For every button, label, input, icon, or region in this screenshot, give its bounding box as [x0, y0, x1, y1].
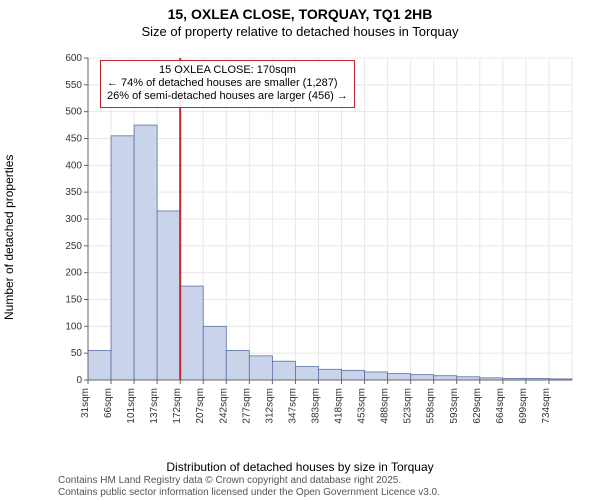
svg-text:400: 400 — [65, 160, 82, 171]
svg-text:31sqm: 31sqm — [80, 388, 91, 418]
chart-area: 0 50 100 150 200 250 300 350 400 450 500 550 600 31sq… — [58, 50, 578, 430]
annotation-box: 15 OXLEA CLOSE: 170sqm ← 74% of detached… — [100, 60, 355, 108]
svg-text:593sqm: 593sqm — [449, 388, 460, 424]
svg-text:488sqm: 488sqm — [380, 388, 391, 424]
svg-text:350: 350 — [65, 187, 82, 198]
svg-text:300: 300 — [65, 214, 82, 225]
svg-text:200: 200 — [65, 268, 82, 279]
svg-text:523sqm: 523sqm — [403, 388, 414, 424]
svg-text:172sqm: 172sqm — [172, 388, 183, 424]
svg-text:50: 50 — [71, 348, 83, 359]
svg-text:600: 600 — [65, 53, 82, 64]
svg-text:137sqm: 137sqm — [149, 388, 160, 424]
svg-text:100: 100 — [65, 321, 82, 332]
caption-line2: Contains public sector information licen… — [58, 487, 440, 499]
chart-title: 15, OXLEA CLOSE, TORQUAY, TQ1 2HB — [0, 6, 600, 24]
svg-text:312sqm: 312sqm — [264, 388, 275, 424]
y-axis-label: Number of detached properties — [2, 155, 16, 320]
svg-text:664sqm: 664sqm — [495, 388, 506, 424]
caption-line1: Contains HM Land Registry data © Crown c… — [58, 475, 440, 487]
svg-text:383sqm: 383sqm — [310, 388, 321, 424]
chart-subtitle: Size of property relative to detached ho… — [0, 24, 600, 40]
svg-text:550: 550 — [65, 80, 82, 91]
svg-text:250: 250 — [65, 241, 82, 252]
svg-text:0: 0 — [76, 375, 82, 386]
svg-text:277sqm: 277sqm — [241, 388, 252, 424]
svg-text:347sqm: 347sqm — [287, 388, 298, 424]
x-axis-label: Distribution of detached houses by size … — [0, 460, 600, 474]
annotation-line3: 26% of semi-detached houses are larger (… — [107, 90, 348, 103]
svg-text:558sqm: 558sqm — [426, 388, 437, 424]
caption: Contains HM Land Registry data © Crown c… — [58, 475, 440, 498]
svg-text:500: 500 — [65, 107, 82, 118]
svg-text:242sqm: 242sqm — [218, 388, 229, 424]
svg-text:734sqm: 734sqm — [541, 388, 552, 424]
svg-text:629sqm: 629sqm — [472, 388, 483, 424]
svg-text:66sqm: 66sqm — [103, 388, 114, 418]
svg-text:418sqm: 418sqm — [334, 388, 345, 424]
svg-text:101sqm: 101sqm — [126, 388, 137, 424]
svg-text:453sqm: 453sqm — [357, 388, 368, 424]
svg-text:699sqm: 699sqm — [518, 388, 529, 424]
svg-text:150: 150 — [65, 295, 82, 306]
annotation-line1: 15 OXLEA CLOSE: 170sqm — [107, 64, 348, 77]
svg-text:450: 450 — [65, 134, 82, 145]
chart-title-block: 15, OXLEA CLOSE, TORQUAY, TQ1 2HB Size o… — [0, 0, 600, 40]
annotation-line2: ← 74% of detached houses are smaller (1,… — [107, 77, 348, 90]
svg-text:207sqm: 207sqm — [195, 388, 206, 424]
